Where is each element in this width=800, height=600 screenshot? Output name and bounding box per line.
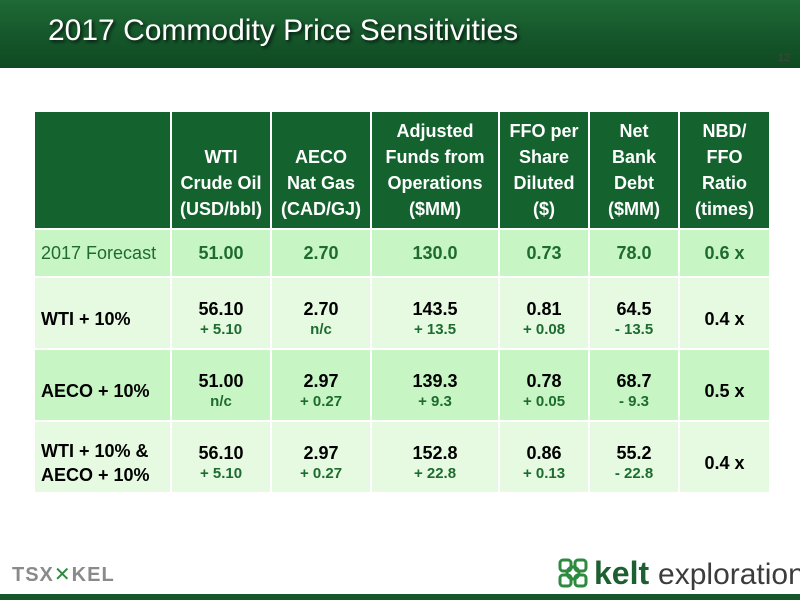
header-ffo-per-share: FFO per Share Diluted ($): [498, 110, 590, 230]
header-nbd-ffo-ratio: NBD/ FFO Ratio (times): [678, 110, 771, 230]
footer-bar: [0, 594, 800, 600]
cell-aeco: 2.70 n/c: [270, 276, 372, 350]
table-header-row: WTI Crude Oil (USD/bbl) AECO Nat Gas (CA…: [33, 110, 771, 230]
cell-net-bank-debt: 64.5- 13.5: [588, 276, 680, 350]
header-aeco: AECO Nat Gas (CAD/GJ): [270, 110, 372, 230]
cell-aeco: 2.70: [270, 228, 372, 278]
cell-wti: 51.00: [170, 228, 272, 278]
table-row-wti-and-aeco-plus-10: WTI + 10% & AECO + 10% 56.10 + 5.10 2.97 + …: [33, 420, 771, 494]
cell-net-bank-debt: 55.2- 22.8: [588, 420, 680, 494]
row-label: 2017 Forecast: [33, 228, 172, 278]
cell-ratio: 0.4 x: [678, 420, 771, 494]
row-label: WTI + 10% & AECO + 10%: [33, 420, 172, 494]
cell-ratio: 0.5 x: [678, 348, 771, 422]
row-label: AECO + 10%: [33, 348, 172, 422]
cell-ffo-per-share: 0.78 + 0.05: [498, 348, 590, 422]
slide-number: 12: [777, 52, 790, 64]
slide-header: 2017 Commodity Price Sensitivities: [0, 0, 800, 68]
kelt-wordmark: kelt exploration: [594, 555, 800, 591]
cell-ffo-per-share: 0.73: [498, 228, 590, 278]
header-net-bank-debt: Net Bank Debt ($MM): [588, 110, 680, 230]
header-ffo: Adjusted Funds from Operations ($MM): [370, 110, 500, 230]
cell-ffo: 143.5 + 13.5: [370, 276, 500, 350]
cell-net-bank-debt: 68.7- 9.3: [588, 348, 680, 422]
cell-ffo-per-share: 0.86 + 0.13: [498, 420, 590, 494]
cell-wti: 56.10 + 5.10: [170, 420, 272, 494]
cell-ffo-per-share: 0.81 + 0.08: [498, 276, 590, 350]
cell-net-bank-debt: 78.0: [588, 228, 680, 278]
tsx-kel-logo: TSX✕KEL: [12, 564, 115, 586]
cell-ffo: 130.0: [370, 228, 500, 278]
table-row-aeco-plus-10: AECO + 10% 51.00 n/c 2.97 + 0.27 139.3 + 9.…: [33, 348, 771, 422]
slide-title: 2017 Commodity Price Sensitivities: [48, 14, 519, 47]
sensitivity-table-container: WTI Crude Oil (USD/bbl) AECO Nat Gas (CA…: [33, 110, 771, 500]
cell-wti: 51.00 n/c: [170, 348, 272, 422]
cell-ffo: 152.8 + 22.8: [370, 420, 500, 494]
cell-aeco: 2.97 + 0.27: [270, 348, 372, 422]
cell-ffo: 139.3 + 9.3: [370, 348, 500, 422]
cell-wti: 56.10 + 5.10: [170, 276, 272, 350]
kelt-exploration-logo: kelt exploration: [556, 556, 800, 592]
cell-aeco: 2.97 + 0.27: [270, 420, 372, 494]
table-row-forecast: 2017 Forecast 51.00 2.70 130.0 0.73 78.0…: [33, 228, 771, 278]
header-corner-cell: [33, 110, 172, 230]
celtic-knot-icon: [558, 558, 588, 588]
sensitivity-table: WTI Crude Oil (USD/bbl) AECO Nat Gas (CA…: [33, 110, 771, 494]
tsx-maple-icon: ✕: [53, 564, 72, 586]
cell-ratio: 0.6 x: [678, 228, 771, 278]
header-wti: WTI Crude Oil (USD/bbl): [170, 110, 272, 230]
table-row-wti-plus-10: WTI + 10% 56.10 + 5.10 2.70 n/c 143.5 + 13.…: [33, 276, 771, 350]
row-label: WTI + 10%: [33, 276, 172, 350]
cell-ratio: 0.4 x: [678, 276, 771, 350]
